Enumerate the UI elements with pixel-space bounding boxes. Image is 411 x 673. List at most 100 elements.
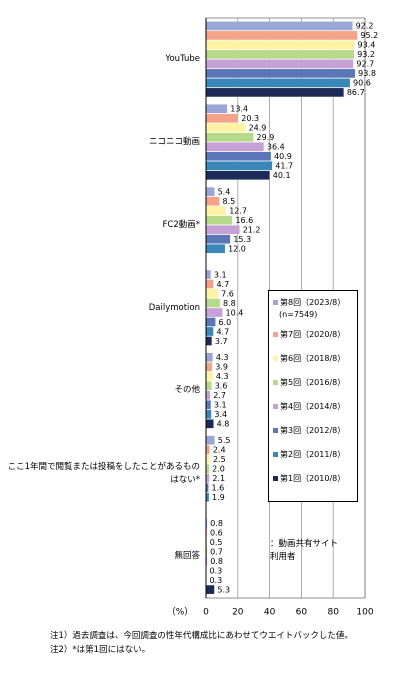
value-label: 93.8 <box>358 69 376 78</box>
value-label: 1.9 <box>212 493 225 502</box>
value-label: 0.8 <box>210 519 223 528</box>
legend-marker <box>273 452 278 457</box>
category-label: FC2動画* <box>162 219 200 230</box>
legend-caption: ：動画共有サイト利用者 <box>270 539 339 562</box>
bar <box>205 196 220 206</box>
bar <box>205 170 270 180</box>
value-label: 1.6 <box>212 483 225 492</box>
bar <box>205 269 212 280</box>
value-label: 20.3 <box>241 114 259 123</box>
value-label: 2.1 <box>212 474 225 483</box>
legend-entry: 第2回（2011/8） <box>273 449 345 460</box>
legend-marker <box>273 476 278 481</box>
legend-entry: 第4回（2014/8） <box>273 401 345 412</box>
bar <box>205 224 240 235</box>
footnote: 注2）*は第1回にはない。 <box>50 645 151 655</box>
legend-text: 第5回（2016/8） <box>280 378 346 387</box>
value-label: 3.1 <box>214 270 227 279</box>
legend-text: 第2回（2011/8） <box>280 450 346 459</box>
value-label: 12.7 <box>229 206 247 215</box>
legend-entry: 第7回（2020/8） <box>273 329 345 340</box>
value-label: 2.0 <box>212 464 225 473</box>
x-tick-label: 20 <box>232 608 244 618</box>
bar <box>205 381 212 391</box>
bar <box>205 307 223 318</box>
category-label: その他 <box>174 385 200 396</box>
value-label: 7.6 <box>221 289 234 298</box>
x-tick-label: 40 <box>264 608 276 618</box>
bar <box>205 215 233 225</box>
value-label: 86.7 <box>347 88 365 97</box>
bar <box>205 336 213 346</box>
value-label: 0.6 <box>210 528 223 537</box>
value-label: 5.3 <box>217 585 230 594</box>
legend-marker <box>273 428 278 433</box>
value-label: 5.4 <box>218 187 231 196</box>
legend-text: 第8回（2023/8） <box>280 298 346 307</box>
value-label: 40.1 <box>273 171 291 180</box>
value-label: 36.4 <box>267 143 285 152</box>
value-label: 10.4 <box>226 308 244 317</box>
bar <box>205 87 345 98</box>
x-tick-label: 60 <box>296 608 308 618</box>
value-label: 2.5 <box>213 455 226 464</box>
legend-text: 第1回（2010/8） <box>280 474 346 483</box>
x-unit-label: （%） <box>167 607 194 618</box>
bar <box>205 49 355 60</box>
value-label: 93.4 <box>358 41 376 50</box>
value-label: 8.8 <box>223 299 236 308</box>
bar <box>205 59 354 69</box>
value-label: 90.6 <box>353 79 371 88</box>
value-label: 95.2 <box>360 31 378 40</box>
bar <box>205 68 356 79</box>
category-label: 無回答 <box>174 551 200 562</box>
bar <box>205 352 213 363</box>
bar <box>205 326 214 337</box>
legend-text: 第3回（2012/8） <box>280 426 346 435</box>
value-label: 0.3 <box>209 576 222 585</box>
value-label: 24.9 <box>249 124 267 133</box>
value-label: 3.9 <box>215 363 228 372</box>
legend-note: (n=7549) <box>279 310 318 319</box>
legend-entry: 第1回（2010/8） <box>273 473 345 484</box>
legend-marker <box>273 332 278 337</box>
legend-marker <box>273 404 278 409</box>
value-label: 16.6 <box>235 216 253 225</box>
bar <box>205 21 353 31</box>
category-label: YouTube <box>165 53 200 64</box>
legend-marker <box>273 380 278 385</box>
value-label: 4.3 <box>216 372 229 381</box>
value-label: 41.7 <box>275 162 293 171</box>
x-tick-label: 100 <box>356 608 373 618</box>
category-label: Dailymotion <box>148 302 200 313</box>
legend-text: 第4回（2014/8） <box>280 402 346 411</box>
bar <box>205 113 239 123</box>
bar <box>205 371 213 382</box>
value-label: 0.3 <box>209 566 222 575</box>
bar <box>205 151 272 161</box>
bar <box>205 584 215 595</box>
footnote: 注1）過去調査は、今回調査の性年代構成比にあわせてウエイトバックした値。 <box>50 631 353 641</box>
value-label: 92.7 <box>356 60 374 69</box>
value-label: 2.7 <box>213 391 226 400</box>
bar <box>205 161 273 171</box>
bar <box>205 390 211 401</box>
value-label: 92.2 <box>356 22 374 31</box>
value-label: 12.0 <box>228 244 246 253</box>
bar <box>205 454 211 464</box>
legend-entry: 第3回（2012/8） <box>273 425 345 436</box>
category-label: ニコニコ動画 <box>148 136 200 147</box>
value-label: 4.7 <box>216 327 229 336</box>
x-tick-label: 0 <box>203 608 209 618</box>
value-label: 3.4 <box>214 410 227 419</box>
value-label: 6.0 <box>219 318 232 327</box>
category-label: ここ1年間で閲覧または投稿をしたことがあるものはない* <box>7 461 200 485</box>
value-label: 8.5 <box>223 197 236 206</box>
value-label: 15.3 <box>233 235 251 244</box>
value-label: 93.2 <box>357 50 375 59</box>
bar <box>205 243 226 254</box>
bar <box>205 78 351 88</box>
legend-entry: 第6回（2018/8） <box>273 353 345 364</box>
value-label: 4.7 <box>216 280 229 289</box>
bar <box>205 234 231 244</box>
